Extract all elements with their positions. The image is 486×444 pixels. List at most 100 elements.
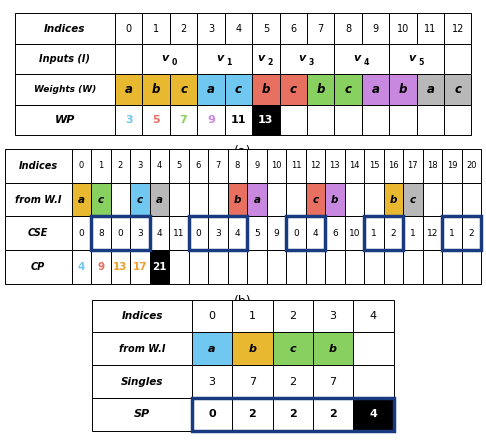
Text: a: a [125,83,133,96]
Text: 2: 2 [329,409,337,419]
Bar [15,13,115,44]
Bar [15,75,115,105]
Text: 4: 4 [363,58,369,67]
Text: 17: 17 [133,262,147,272]
Text: 4: 4 [78,262,85,272]
Text: Indices: Indices [18,161,58,170]
Bar [353,300,394,333]
Text: v: v [216,53,224,63]
Bar [353,333,394,365]
Bar [364,217,383,250]
Bar [325,149,345,182]
Bar [403,182,423,217]
Text: 15: 15 [368,161,379,170]
Bar [444,75,471,105]
Bar [71,182,91,217]
Bar [279,13,307,44]
Text: b: b [234,194,241,205]
Text: 3: 3 [208,24,214,34]
Bar [71,250,91,284]
Bar [442,250,462,284]
Text: 1: 1 [153,24,159,34]
Text: 6: 6 [290,24,296,34]
Bar [142,44,197,75]
Bar [208,149,227,182]
Bar [247,217,267,250]
Bar [232,333,273,365]
Bar [442,149,462,182]
Bar [403,217,423,250]
Bar [325,182,345,217]
Bar [444,44,471,75]
Bar [150,149,169,182]
Bar [389,44,444,75]
Text: a: a [371,83,380,96]
Bar [417,13,444,44]
Bar [362,13,389,44]
Text: 5: 5 [176,161,181,170]
Text: 13: 13 [330,161,340,170]
Bar [115,44,142,75]
Text: 20: 20 [466,161,477,170]
Bar [170,75,197,105]
Bar [169,182,189,217]
Bar [325,217,345,250]
Bar [389,105,417,135]
Text: 10: 10 [271,161,281,170]
Text: 5: 5 [153,115,160,125]
Text: 3: 3 [308,58,313,67]
Text: c: c [98,194,104,205]
Bar [232,300,273,333]
Bar [5,250,71,284]
Text: 10: 10 [348,229,360,238]
Bar [197,44,252,75]
Bar [306,217,325,250]
Text: 14: 14 [349,161,360,170]
Bar [444,105,471,135]
Bar [189,217,208,250]
Bar [286,217,306,250]
Bar [225,13,252,44]
Text: 2: 2 [267,58,273,67]
Bar [345,217,364,250]
Bar [197,105,225,135]
Text: from W.I: from W.I [15,194,61,205]
Text: 2: 2 [289,311,296,321]
Text: 1: 1 [449,229,455,238]
Bar [247,149,267,182]
Bar [208,250,227,284]
Text: b: b [152,83,160,96]
Text: from W.I: from W.I [119,344,165,354]
Bar [192,398,232,431]
Bar [170,105,197,135]
Text: WP: WP [54,115,75,125]
Bar [91,217,110,250]
Bar [110,250,130,284]
Bar [286,250,306,284]
Text: 2: 2 [180,24,187,34]
Bar [273,398,313,431]
Bar [252,13,279,44]
Text: v: v [353,53,361,63]
Text: CSE: CSE [28,228,49,238]
Text: c: c [180,83,187,96]
Bar [92,365,192,398]
Bar [307,13,334,44]
Text: 2: 2 [118,161,123,170]
Bar [383,217,403,250]
Text: c: c [454,83,461,96]
Bar [345,182,364,217]
Text: a: a [156,194,163,205]
Text: 4: 4 [156,229,162,238]
Bar [364,250,383,284]
Text: a: a [253,194,260,205]
Text: 0: 0 [171,58,176,67]
Bar [5,182,71,217]
Text: 8: 8 [345,24,351,34]
Bar [462,149,481,182]
Bar [362,75,389,105]
Bar [247,250,267,284]
Text: 0: 0 [208,409,216,419]
Text: 9: 9 [274,229,279,238]
Text: 9: 9 [207,115,215,125]
